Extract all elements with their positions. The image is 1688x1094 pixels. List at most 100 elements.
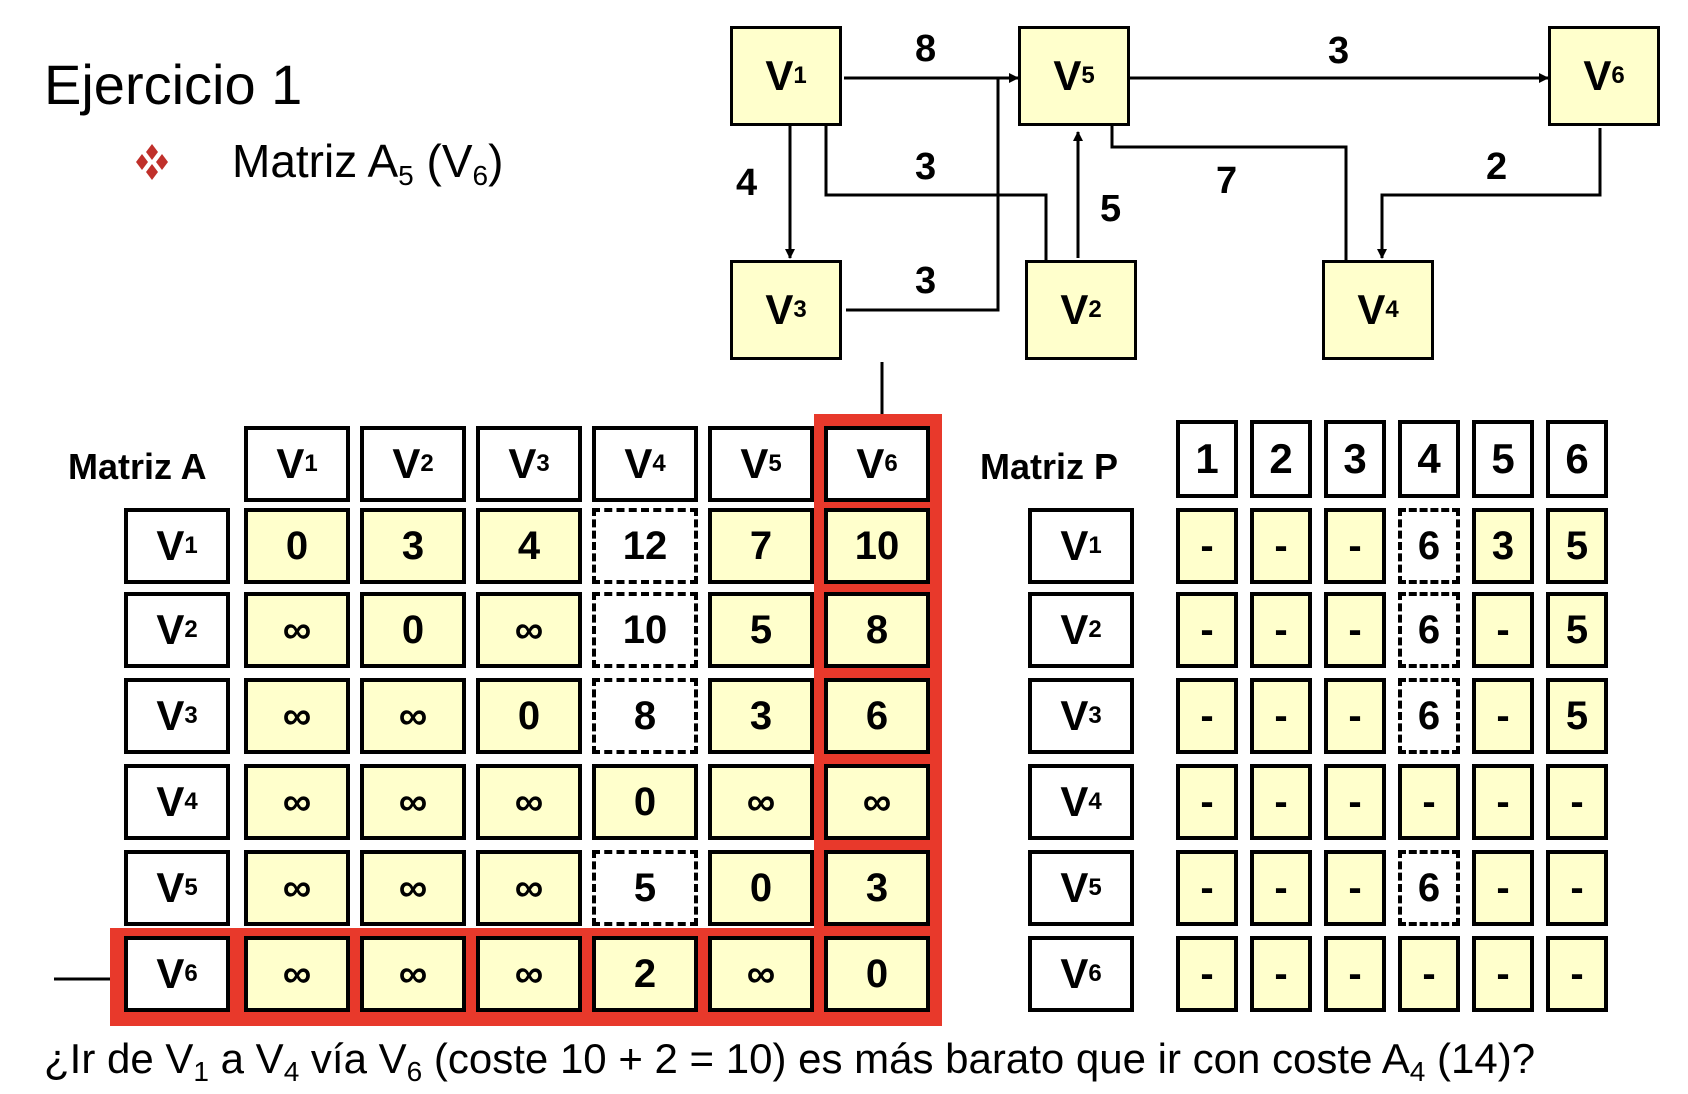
matrix-p-cell: 3: [1472, 508, 1534, 584]
matrix-p-cell: -: [1250, 508, 1312, 584]
matrix-a-cell: ∞: [360, 678, 466, 754]
matrix-p-cell: -: [1398, 936, 1460, 1012]
edge-label-v5-v4: 7: [1216, 160, 1238, 202]
matrix-p-label: Matriz P: [980, 446, 1119, 487]
matrix-a-cell: 0: [708, 850, 814, 926]
matrix-p-cell: -: [1176, 508, 1238, 584]
edge-v5-v4: [1110, 125, 1351, 273]
matrix-a-cell: 0: [476, 678, 582, 754]
matrix-p-cell: -: [1250, 850, 1312, 926]
edge-v1-v2: [824, 125, 1051, 273]
matrix-p-cell: -: [1250, 764, 1312, 840]
edge-label-v3-v5: 3: [915, 260, 937, 302]
matrix-p-cell: -: [1176, 764, 1238, 840]
edge-v3-v5: [846, 78, 1000, 312]
matrix-p-cell: 6: [1398, 850, 1460, 926]
matrix-p-cell: -: [1324, 936, 1386, 1012]
matrix-a-cell: 0: [592, 764, 698, 840]
matrix-p-cell: 5: [1546, 508, 1608, 584]
matrix-p-cell: -: [1176, 850, 1238, 926]
question-text: ¿Ir de V1 a V4 vía V6 (coste 10 + 2 = 10…: [44, 1035, 1536, 1087]
matrix-p-cell: -: [1398, 764, 1460, 840]
matrix-p-col-header: 5: [1472, 420, 1534, 498]
matrix-p-cell: -: [1546, 850, 1608, 926]
edge-label-v1-v3: 4: [736, 162, 758, 204]
subtitle: Matriz A5 (V6): [232, 135, 504, 191]
matrix-p-col-header: 1: [1176, 420, 1238, 498]
matrix-p-cell: -: [1546, 764, 1608, 840]
matrix-p-cell: -: [1472, 592, 1534, 668]
matrix-p-col-header: 6: [1546, 420, 1608, 498]
matrix-a-cell: 10: [824, 508, 930, 584]
matrix-a-cell: 5: [708, 592, 814, 668]
matrix-a-cell: ∞: [476, 850, 582, 926]
edge-label-v1-v5: 8: [915, 28, 937, 70]
matrix-p-cell: -: [1324, 508, 1386, 584]
matrix-a-cell: 4: [476, 508, 582, 584]
edge-label-v1-v2: 3: [915, 146, 937, 188]
matrix-p-cell: 6: [1398, 678, 1460, 754]
matrix-p-cell: -: [1324, 678, 1386, 754]
matrix-a-cell: 3: [360, 508, 466, 584]
matrix-a-cell: 6: [824, 678, 930, 754]
matrix-p-cell: -: [1472, 678, 1534, 754]
matrix-a-cell: 0: [360, 592, 466, 668]
matrix-a-cell: ∞: [244, 592, 350, 668]
matrix-a-cell: ∞: [476, 592, 582, 668]
matrix-a-cell: 3: [708, 678, 814, 754]
matrix-a-cell: 2: [592, 936, 698, 1012]
matrix-a-cell: 10: [592, 592, 698, 668]
matrix-p-col-header: 3: [1324, 420, 1386, 498]
matrix-a-cell: 0: [244, 508, 350, 584]
matrix-a-cell: 8: [824, 592, 930, 668]
matrix-a-cell: 5: [592, 850, 698, 926]
matrix-p-cell: -: [1250, 592, 1312, 668]
matrix-p-col-header: 4: [1398, 420, 1460, 498]
matrix-a-cell: 12: [592, 508, 698, 584]
matrix-p-cell: -: [1324, 850, 1386, 926]
matrix-a-label: Matriz A: [68, 446, 207, 487]
matrix-a-cell: ∞: [476, 936, 582, 1012]
matrix-p-cell: -: [1324, 764, 1386, 840]
matrix-p-cell: -: [1324, 592, 1386, 668]
edge-label-v2-v5: 5: [1100, 188, 1122, 230]
matrix-a-cell: 8: [592, 678, 698, 754]
page-title: Ejercicio 1: [44, 53, 303, 116]
edge-v6-v4: [1377, 128, 1602, 259]
matrix-a-cell: 3: [824, 850, 930, 926]
matrix-p-cell: -: [1176, 936, 1238, 1012]
matrix-p-col-header: 2: [1250, 420, 1312, 498]
matrix-p-cell: -: [1176, 678, 1238, 754]
matrix-p-cell: -: [1176, 592, 1238, 668]
matrix-a-cell: ∞: [824, 764, 930, 840]
matrix-p-cell: -: [1472, 936, 1534, 1012]
matrix-a-cell: ∞: [244, 850, 350, 926]
matrix-a-cell: 7: [708, 508, 814, 584]
matrix-a-cell: ∞: [360, 764, 466, 840]
matrix-a-cell: ∞: [244, 678, 350, 754]
matrix-a-cell: ∞: [244, 764, 350, 840]
edge-label-v5-v6: 3: [1328, 30, 1350, 72]
matrix-a-cell: ∞: [360, 936, 466, 1012]
matrix-p-cell: -: [1250, 936, 1312, 1012]
diamond-cluster-icon: [136, 144, 168, 180]
matrix-p-cell: -: [1472, 764, 1534, 840]
